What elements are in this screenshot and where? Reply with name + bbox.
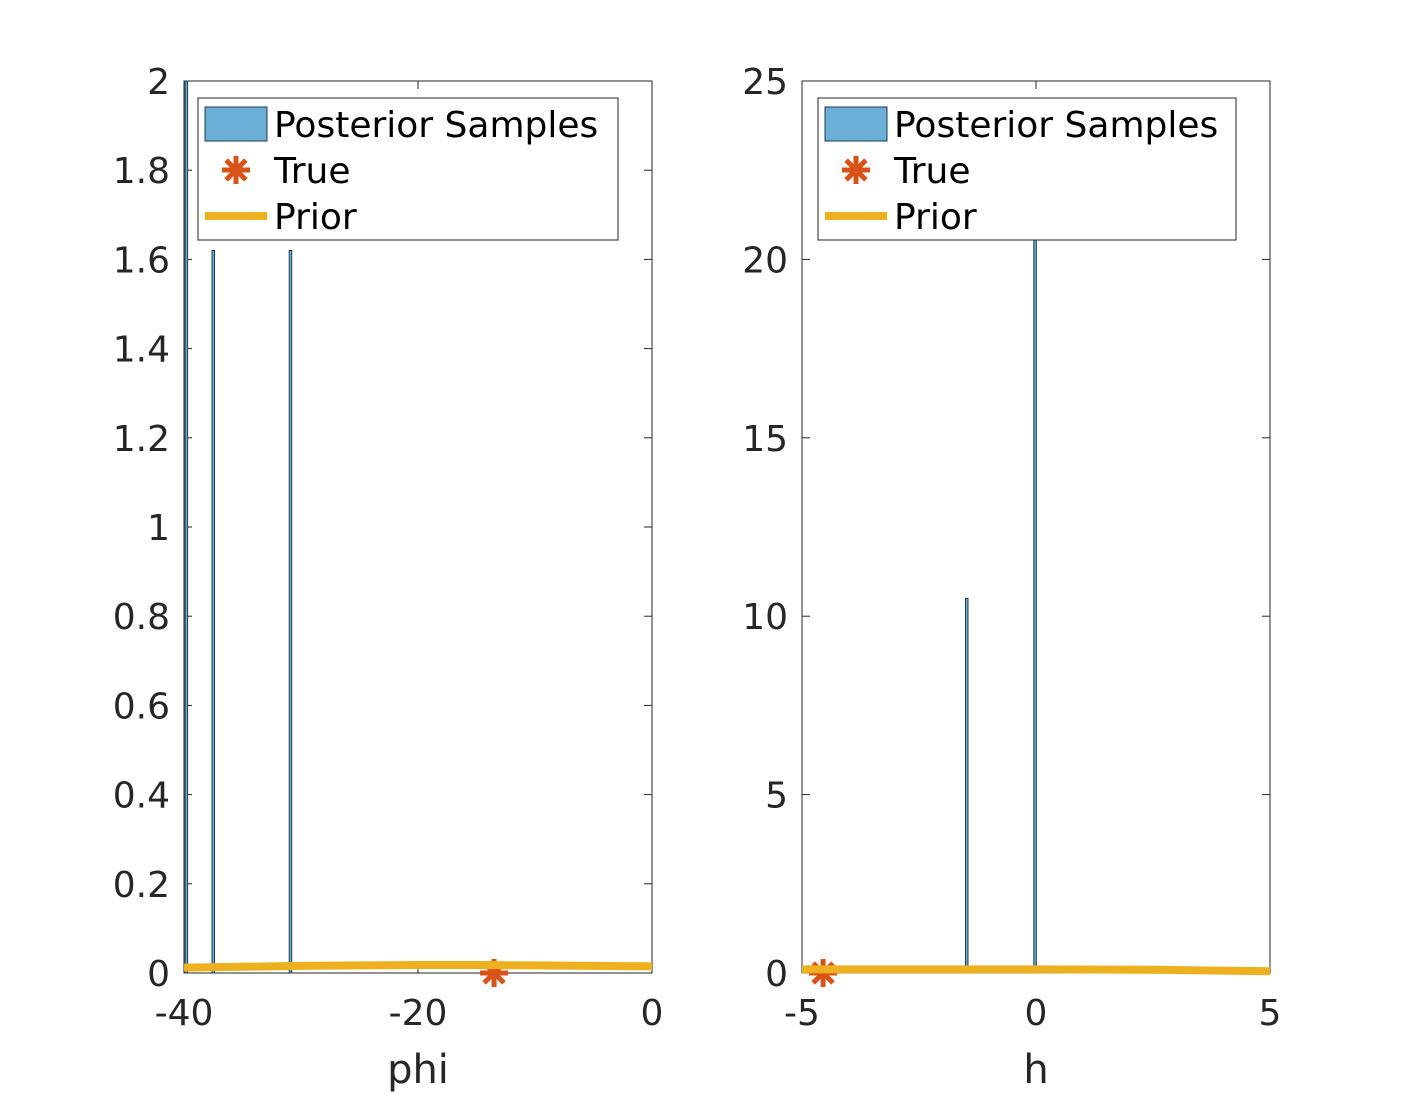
y-tick-label: 10	[742, 597, 788, 638]
x-tick-label: 0	[1025, 993, 1048, 1034]
y-tick-label: 0.4	[113, 776, 170, 817]
y-tick-label: 25	[742, 62, 788, 103]
y-tick-label: 5	[765, 776, 788, 817]
legend-box	[817, 97, 1237, 241]
y-tick-label: 0.6	[113, 686, 170, 727]
legend-label: Prior	[894, 197, 977, 238]
legend-marker-true	[222, 156, 250, 184]
x-tick-label: 0	[641, 993, 664, 1034]
legend-label: True	[893, 151, 970, 192]
legend-swatch-posterior	[204, 106, 268, 142]
y-tick-label: 2	[147, 62, 170, 103]
y-tick-label: 1.8	[113, 151, 170, 192]
prior-line	[183, 960, 653, 972]
histogram-bar	[211, 249, 215, 974]
x-tick-label: -5	[784, 993, 820, 1034]
y-tick-label: 1.6	[113, 240, 170, 281]
y-tick-label: 15	[742, 419, 788, 460]
x-axis-label: phi	[387, 1047, 449, 1093]
x-tick-label: -20	[389, 993, 448, 1034]
prior-line	[802, 965, 1271, 976]
y-tick-label: 0	[765, 954, 788, 995]
y-tick-label: 1.2	[113, 419, 170, 460]
y-tick-label: 0.8	[113, 597, 170, 638]
subplot-phi: 0 0.2 0.4 0.6 0.8 1 1.2 1.4 1.6 1.8 2 -40 -20 0 phi Pos…	[113, 62, 664, 1093]
legend-label: Posterior Samples	[274, 105, 598, 146]
y-tick-label: 0.2	[113, 865, 170, 906]
legend-box	[197, 97, 619, 241]
histogram-bar	[288, 249, 293, 974]
legend-marker-true	[842, 156, 870, 184]
y-tick-label: 0	[147, 954, 170, 995]
legend-label: Prior	[274, 197, 357, 238]
y-tick-label: 1.4	[113, 330, 170, 371]
x-axis-label: h	[1023, 1047, 1048, 1093]
legend-label: Posterior Samples	[894, 105, 1218, 146]
x-tick-label: 5	[1259, 993, 1282, 1034]
histogram-bar	[184, 80, 189, 974]
legend-swatch-posterior	[824, 106, 888, 142]
legend-label: True	[273, 151, 350, 192]
histogram-bar	[964, 597, 969, 974]
y-tick-label: 20	[742, 240, 788, 281]
y-tick-label: 1	[147, 508, 170, 549]
histogram-bar	[1033, 233, 1037, 974]
x-tick-label: -40	[155, 993, 214, 1034]
legend: Posterior Samples True Prior	[197, 97, 619, 241]
legend: Posterior Samples True Prior	[817, 97, 1237, 241]
